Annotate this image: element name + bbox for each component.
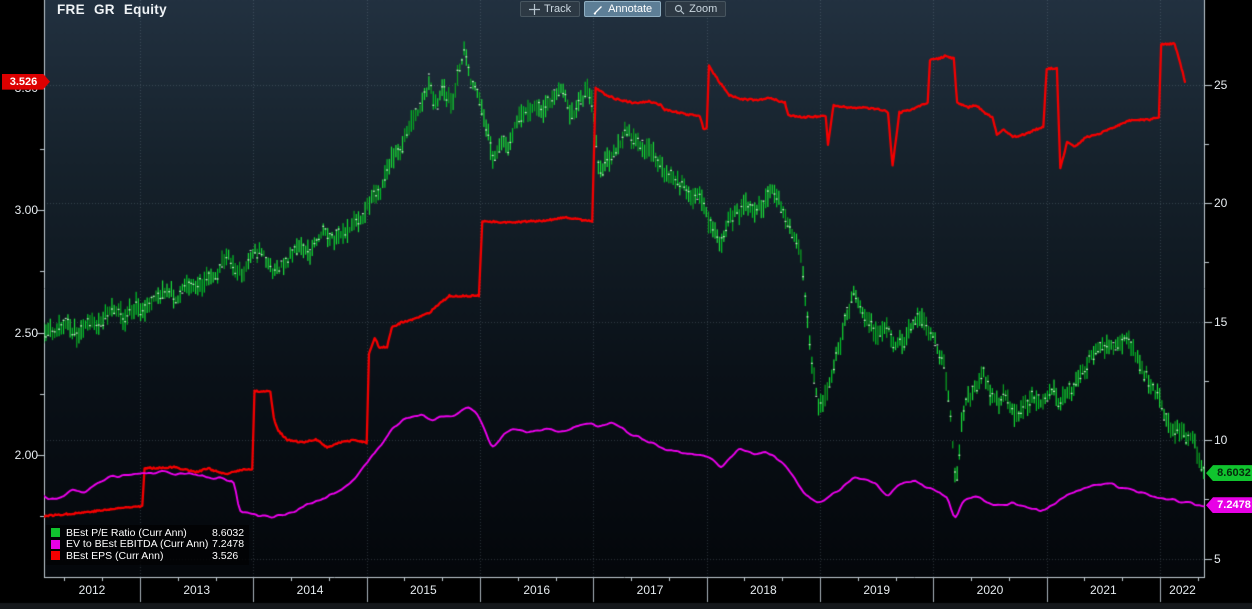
chart-toolbar: Track Annotate Zoom: [520, 1, 727, 17]
legend: BEst P/E Ratio (Curr Ann) 8.6032 EV to BEs…: [46, 525, 249, 565]
legend-row: BEst P/E Ratio (Curr Ann) 8.6032: [46, 527, 249, 539]
x-axis-year-label: 2015: [410, 583, 437, 597]
legend-label: BEst EPS (Curr Ann): [66, 549, 164, 562]
legend-swatch: [51, 539, 60, 549]
page-title: FRE GR Equity: [57, 2, 167, 17]
crosshair-icon: [529, 3, 540, 15]
x-axis-year-label: 2019: [863, 583, 891, 597]
right-axis-tick-label: 10: [1214, 433, 1228, 447]
x-axis-year-label: 2014: [296, 583, 324, 597]
left-axis-tick-label: 2.00: [14, 447, 38, 462]
legend-swatch: [51, 528, 60, 538]
last-value-badge-ebitda: 7.2478: [1206, 497, 1252, 514]
x-axis-year-label: 2018: [750, 583, 777, 597]
legend-row: BEst EPS (Curr Ann) 3.526: [46, 550, 249, 562]
right-axis-tick-label: 25: [1214, 77, 1228, 92]
legend-value: 8.6032: [212, 526, 245, 539]
right-axis-tick-label: 5: [1214, 551, 1221, 566]
left-axis-tick-label: 3.00: [14, 203, 38, 218]
zoom-button-label: Zoom: [689, 3, 718, 15]
last-value-badge-eps: 3.526: [2, 74, 50, 90]
magnifier-icon: [675, 4, 685, 14]
left-axis-tick-label: 2.50: [14, 325, 38, 340]
legend-row: EV to BEst EBITDA (Curr Ann) 7.2478: [46, 538, 249, 551]
legend-label: BEst P/E Ratio (Curr Ann): [66, 526, 187, 539]
legend-value: 3.526: [212, 549, 239, 562]
zoom-button[interactable]: Zoom: [665, 1, 727, 17]
x-axis-year-label: 2021: [1090, 583, 1117, 597]
legend-value: 7.2478: [212, 538, 245, 551]
x-axis-year-label: 2017: [636, 583, 664, 597]
x-axis-year-label: 2020: [976, 583, 1004, 597]
pencil-icon: [593, 5, 603, 15]
track-button-label: Track: [544, 3, 572, 15]
x-axis-year-label: 2016: [523, 583, 551, 597]
legend-label: EV to BEst EBITDA (Curr Ann): [66, 538, 209, 551]
right-axis-tick-label: 20: [1214, 196, 1228, 210]
x-axis-year-label: 2012: [78, 583, 106, 597]
x-axis-year-label: 2013: [183, 583, 211, 597]
annotate-button-label: Annotate: [608, 3, 653, 15]
legend-swatch: [51, 551, 60, 561]
right-axis-tick-label: 15: [1214, 314, 1228, 329]
annotate-button[interactable]: Annotate: [584, 1, 662, 17]
track-button[interactable]: Track: [520, 1, 581, 17]
last-value-badge-pe: 8.6032: [1206, 465, 1252, 482]
x-axis-year-label: 2022: [1169, 583, 1196, 597]
